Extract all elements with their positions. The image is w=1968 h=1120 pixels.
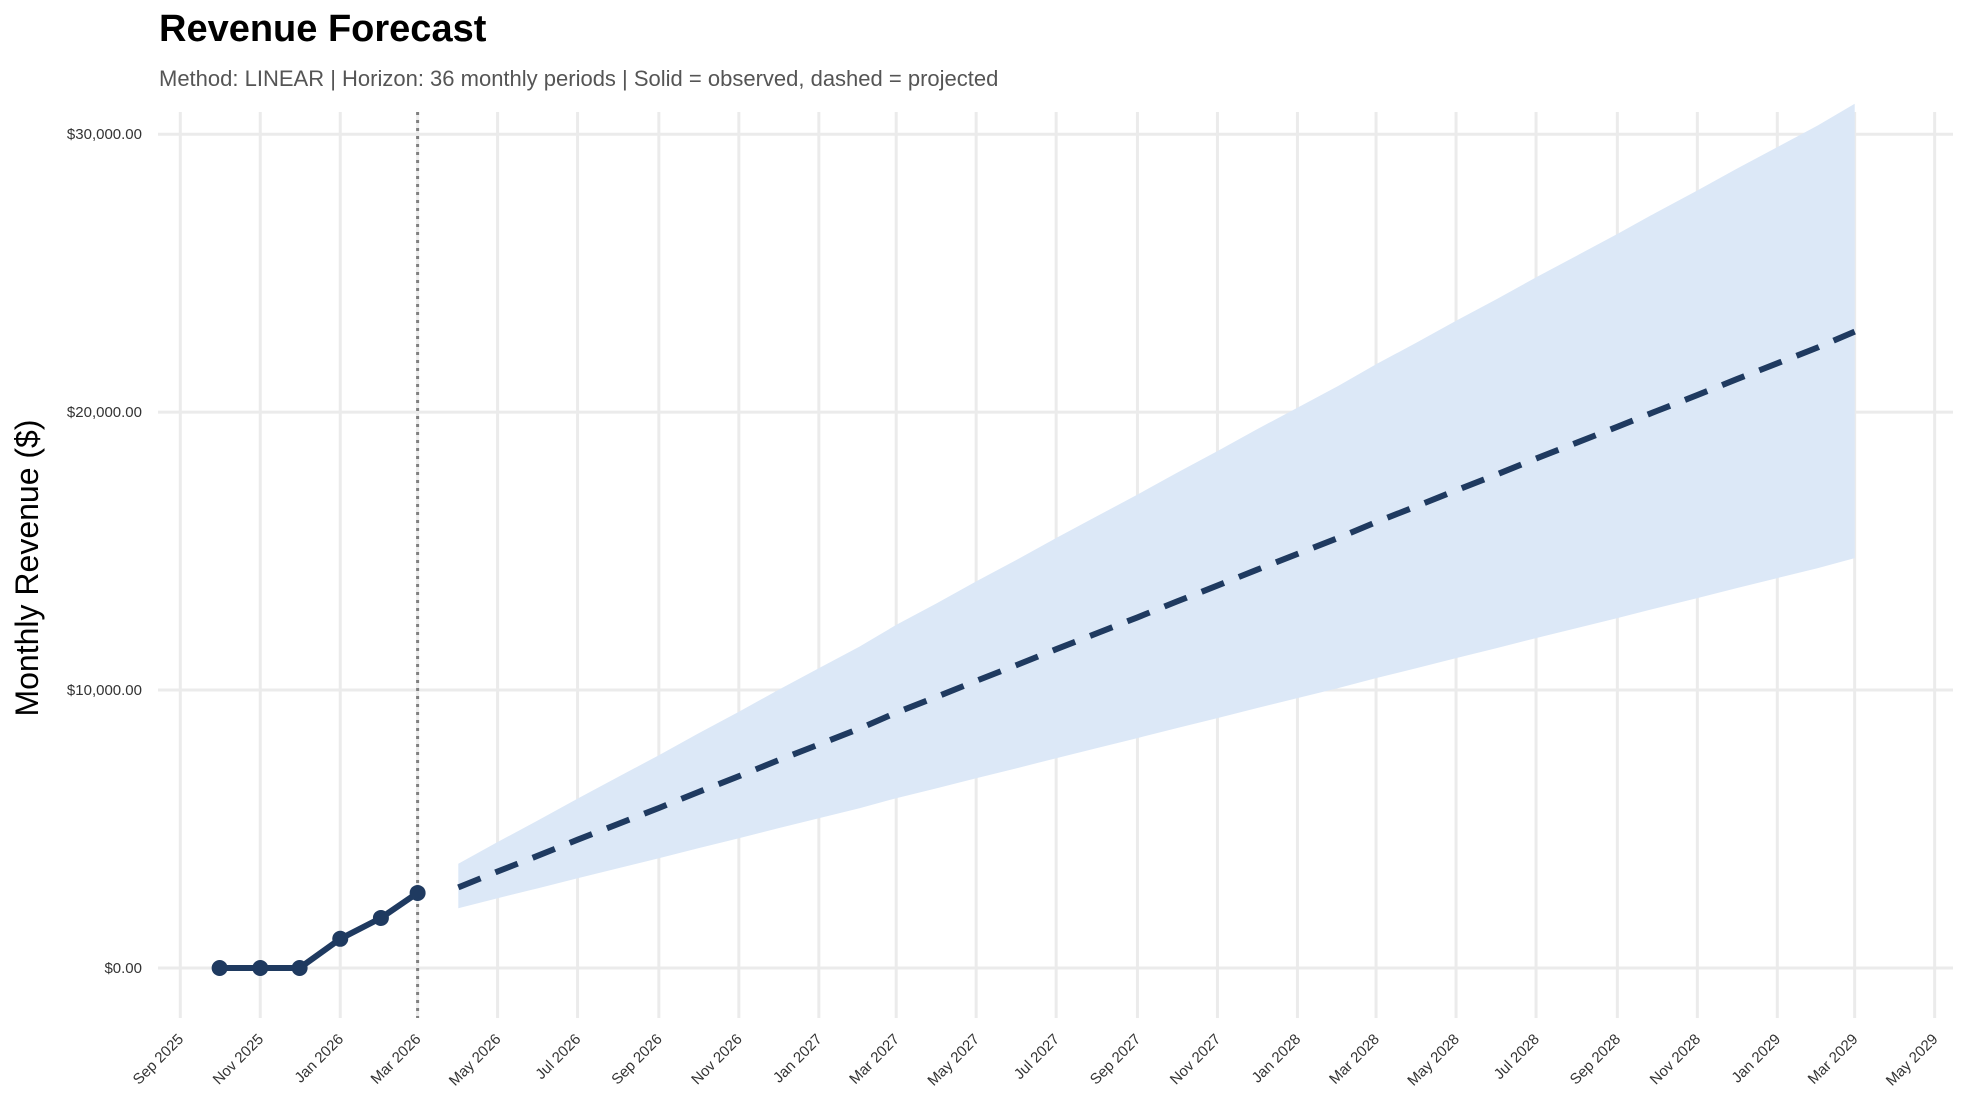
x-tick-labels: Sep 2025 Nov 2025 Jan 2026 Mar 2026 May 2026… — [130, 1031, 1942, 1090]
x-tick-label: May 2026 — [446, 1031, 505, 1090]
x-tick-label: Sep 2027 — [1087, 1031, 1144, 1088]
x-tick-label: Mar 2029 — [1805, 1031, 1862, 1088]
y-tick-labels: $0.00 $10,000.00 $20,000.00 $30,000.00 — [67, 126, 142, 977]
observed-point — [372, 909, 389, 926]
y-tick-label: $0.00 — [104, 960, 142, 977]
x-tick-label: Jul 2026 — [532, 1031, 584, 1083]
x-tick-label: Sep 2026 — [608, 1031, 665, 1088]
y-axis-label: Monthly Revenue ($) — [9, 419, 45, 716]
x-tick-label: May 2029 — [1883, 1031, 1942, 1090]
y-tick-label: $10,000.00 — [67, 682, 142, 699]
x-tick-label: Sep 2028 — [1567, 1031, 1624, 1088]
chart-title: Revenue Forecast — [159, 8, 487, 50]
x-tick-label: Jan 2028 — [1249, 1031, 1305, 1087]
x-tick-label: Jul 2028 — [1491, 1031, 1543, 1083]
x-tick-label: Nov 2025 — [210, 1031, 267, 1088]
x-tick-label: Mar 2028 — [1326, 1031, 1383, 1088]
observed-series-line — [219, 890, 420, 971]
x-tick-label: Nov 2026 — [688, 1031, 745, 1088]
observed-points — [211, 884, 426, 976]
observed-point — [252, 959, 269, 976]
chart-subtitle: Method: LINEAR | Horizon: 36 monthly per… — [159, 66, 999, 91]
x-tick-label: Jan 2029 — [1728, 1031, 1784, 1087]
x-tick-label: May 2027 — [924, 1031, 983, 1090]
x-tick-label: May 2028 — [1404, 1031, 1463, 1090]
x-tick-label: Nov 2027 — [1167, 1031, 1224, 1088]
x-tick-label: Jul 2027 — [1011, 1031, 1063, 1083]
confidence-band — [458, 103, 1855, 909]
x-tick-label: Jan 2027 — [770, 1031, 826, 1087]
y-tick-label: $20,000.00 — [67, 404, 142, 421]
projected-series-line — [457, 328, 1856, 891]
x-tick-label: Sep 2025 — [130, 1031, 187, 1088]
observed-point — [291, 959, 308, 976]
x-tick-label: Jan 2026 — [291, 1031, 347, 1087]
x-tick-label: Mar 2027 — [846, 1031, 903, 1088]
observed-point — [211, 959, 228, 976]
x-tick-label: Nov 2028 — [1647, 1031, 1704, 1088]
x-tick-label: Mar 2026 — [368, 1031, 425, 1088]
y-tick-label: $30,000.00 — [67, 126, 142, 143]
observed-point — [409, 884, 426, 901]
observed-point — [332, 930, 349, 947]
